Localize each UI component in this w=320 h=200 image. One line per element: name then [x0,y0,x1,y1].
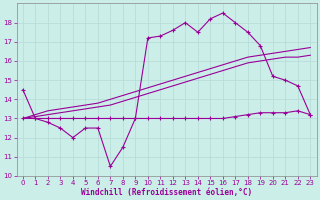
X-axis label: Windchill (Refroidissement éolien,°C): Windchill (Refroidissement éolien,°C) [81,188,252,197]
